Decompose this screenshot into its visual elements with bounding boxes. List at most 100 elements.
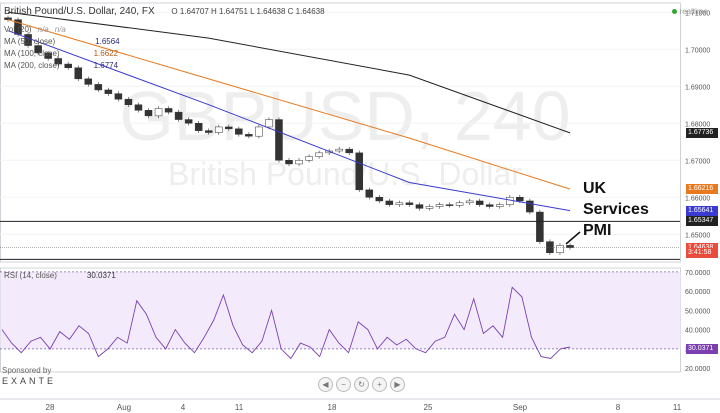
time-tick-label: 11 bbox=[235, 403, 244, 412]
annotation-uk: UK bbox=[583, 180, 607, 197]
candle-down-body bbox=[245, 134, 253, 137]
zoom-out-button[interactable]: − bbox=[336, 377, 351, 392]
candle bbox=[275, 117, 283, 163]
time-tick-label: 4 bbox=[181, 403, 186, 412]
candle-down-body bbox=[74, 67, 83, 80]
time-tick-label: 18 bbox=[328, 403, 337, 412]
candle-down-body bbox=[385, 200, 394, 205]
chart-nav: ◀ − ↻ + ▶ bbox=[318, 377, 405, 392]
candle-down-body bbox=[485, 204, 494, 207]
candle-up-body bbox=[465, 200, 474, 204]
candle-up-body bbox=[556, 245, 564, 254]
candle bbox=[34, 43, 42, 56]
scroll-left-button[interactable]: ◀ bbox=[318, 377, 333, 392]
candle-up-body bbox=[255, 126, 263, 137]
candle bbox=[365, 187, 374, 200]
legend-ma50[interactable]: MA (50, close) 1.6564 bbox=[4, 37, 120, 46]
indicator-legend: Vol (20) n/a n/a MA (50, close) 1.6564 MA (… bbox=[4, 24, 120, 72]
candle-down-body bbox=[355, 152, 364, 191]
candle bbox=[546, 239, 554, 255]
rsi-tick-label: 40.0000 bbox=[685, 328, 710, 335]
candle-down-body bbox=[405, 202, 414, 205]
candle bbox=[124, 96, 133, 107]
candle-down-body bbox=[516, 197, 524, 202]
candle bbox=[375, 195, 384, 204]
legend-ma200[interactable]: MA (200, close) 1.6774 bbox=[4, 61, 119, 70]
candle-down-body bbox=[164, 108, 173, 113]
candle bbox=[245, 132, 253, 139]
zoom-in-button[interactable]: + bbox=[372, 377, 387, 392]
candle-down-body bbox=[54, 58, 62, 65]
candle-down-body bbox=[104, 89, 113, 94]
candle-down-body bbox=[475, 200, 484, 205]
candle bbox=[295, 158, 303, 167]
candle bbox=[235, 126, 243, 137]
legend-ma100[interactable]: MA (100, close) 1.6622 bbox=[4, 49, 119, 58]
rsi-line bbox=[1, 286, 571, 360]
candle-down-body bbox=[184, 119, 193, 124]
candle-down-body bbox=[536, 211, 544, 242]
rsi-band bbox=[0, 271, 681, 349]
time-tick-label: Sep bbox=[513, 403, 528, 412]
candle-up-body bbox=[305, 156, 313, 161]
candle-down-body bbox=[194, 123, 203, 131]
candle-down-body bbox=[285, 160, 293, 165]
candle bbox=[134, 102, 143, 113]
candle bbox=[536, 209, 544, 244]
candle bbox=[154, 106, 163, 119]
annotation-pmi: PMI bbox=[583, 222, 612, 239]
sponsor-brand[interactable]: EXANTE bbox=[2, 376, 57, 386]
candle bbox=[355, 150, 364, 193]
candle bbox=[204, 128, 213, 135]
candle bbox=[214, 124, 223, 135]
candle-up-body bbox=[295, 160, 303, 165]
candle-up-body bbox=[495, 204, 504, 207]
candle-down-body bbox=[445, 204, 454, 206]
candle-down-body bbox=[34, 45, 42, 54]
price-panel bbox=[0, 2, 681, 263]
chart-header: British Pound/U.S. Dollar, 240, FX O 1.6… bbox=[4, 6, 325, 17]
candle-down-body bbox=[174, 111, 183, 120]
ma200-line bbox=[7, 11, 571, 134]
candle-up-body bbox=[425, 206, 434, 209]
rsi-tick-label: 20.0000 bbox=[685, 366, 710, 373]
candle-up-body bbox=[214, 126, 223, 133]
candle bbox=[445, 202, 454, 208]
price-tick-label: 1.68000 bbox=[685, 121, 710, 128]
scroll-right-button[interactable]: ▶ bbox=[390, 377, 405, 392]
sponsor[interactable]: Sponsored by EXANTE bbox=[2, 366, 57, 386]
candle-down-body bbox=[375, 197, 384, 202]
time-tick-label: 25 bbox=[424, 403, 433, 412]
reset-button[interactable]: ↻ bbox=[354, 377, 369, 392]
time-tick-label: 11 bbox=[673, 403, 682, 412]
rsi-value-tag: 30.0371 bbox=[686, 343, 718, 354]
candle-down-body bbox=[546, 241, 554, 253]
candle-down-body bbox=[235, 128, 243, 135]
candle bbox=[345, 146, 353, 156]
candle-down-body bbox=[415, 204, 424, 209]
candle bbox=[556, 243, 564, 255]
candle bbox=[285, 158, 293, 167]
candle-down-body bbox=[566, 245, 574, 248]
candle bbox=[305, 154, 313, 163]
candle-down-body bbox=[84, 78, 93, 85]
candle bbox=[425, 204, 434, 211]
candle-down-body bbox=[345, 148, 353, 154]
candle-down-body bbox=[365, 189, 374, 198]
candle bbox=[395, 200, 404, 207]
candle-up-body bbox=[435, 204, 444, 207]
candle bbox=[315, 150, 323, 159]
time-tick-label: 8 bbox=[616, 403, 621, 412]
candle-down-body bbox=[4, 17, 12, 20]
candle bbox=[435, 202, 444, 209]
candle bbox=[24, 32, 32, 48]
candle bbox=[455, 200, 464, 208]
rsi-legend[interactable]: RSI (14, close) 30.0371 bbox=[4, 271, 116, 280]
status-dot-icon bbox=[671, 9, 677, 15]
watermark-name: British Pound/U.S. Dollar bbox=[168, 156, 522, 192]
legend-vol[interactable]: Vol (20) n/a n/a bbox=[4, 25, 66, 34]
rsi-tick-label: 70.0000 bbox=[685, 270, 710, 277]
candle-up-body bbox=[335, 148, 343, 152]
